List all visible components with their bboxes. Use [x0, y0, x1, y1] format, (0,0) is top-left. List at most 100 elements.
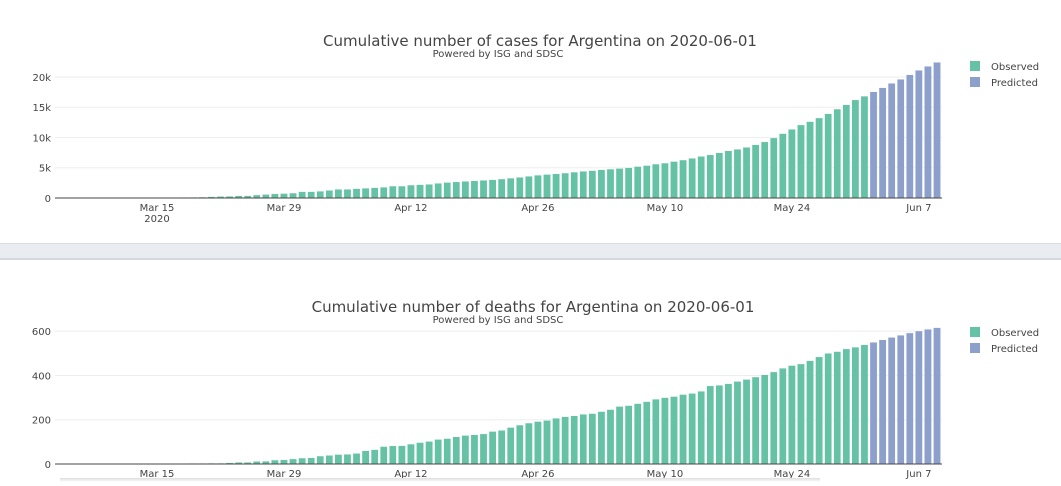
bar-observed [661, 398, 668, 464]
bar-observed [580, 171, 587, 198]
legend-swatch-predicted [970, 343, 980, 353]
bar-observed [353, 189, 360, 198]
bar-observed [453, 182, 460, 198]
bar-observed [471, 435, 478, 464]
legend-label-observed: Observed [991, 62, 1039, 73]
x-tick-label: Apr 12 [394, 203, 427, 214]
chart-title: Cumulative number of cases for Argentina… [323, 32, 757, 50]
bar-observed [525, 176, 532, 198]
bar-predicted [924, 66, 931, 198]
bar-observed [326, 455, 333, 464]
bar-observed [562, 417, 569, 464]
bar-predicted [879, 88, 886, 198]
bar-observed [816, 357, 823, 464]
bar-observed [752, 145, 759, 198]
y-tick-label: 20k [32, 73, 51, 84]
bar-observed [480, 434, 487, 464]
y-tick-label: 400 [32, 371, 51, 382]
bar-observed [308, 458, 315, 464]
bar-observed [580, 414, 587, 464]
bar-observed [299, 192, 306, 198]
bar-predicted [870, 92, 877, 198]
x-tick-label: May 24 [774, 203, 811, 214]
bar-predicted [933, 328, 940, 464]
legend-swatch-predicted [970, 77, 980, 87]
bar-observed [344, 189, 351, 198]
bar-observed [806, 361, 813, 464]
bar-predicted [879, 340, 886, 464]
bar-observed [289, 459, 296, 464]
bar-observed [271, 460, 278, 464]
bar-observed [362, 188, 369, 198]
bar-observed [398, 446, 405, 464]
bar-predicted [888, 83, 895, 198]
x-tick-label: Jun 7 [905, 469, 931, 480]
bar-observed [761, 142, 768, 198]
bar-observed [534, 421, 541, 464]
y-tick-label: 15k [32, 103, 51, 114]
bar-observed [634, 404, 641, 464]
bar-observed [616, 168, 623, 198]
bar-observed [534, 175, 541, 198]
bar-observed [589, 414, 596, 464]
deaths-chart-panel: Cumulative number of deaths for Argentin… [0, 260, 1061, 482]
bar-observed [634, 166, 641, 198]
bar-observed [543, 420, 550, 464]
bar-observed [435, 183, 442, 198]
chart-subtitle: Powered by ISG and SDSC [433, 49, 564, 60]
bar-observed [317, 191, 324, 198]
bar-observed [861, 96, 868, 198]
legend-swatch-observed [970, 61, 980, 71]
y-tick-label: 0 [45, 460, 51, 471]
bar-predicted [915, 70, 922, 198]
bar-observed [589, 171, 596, 198]
chart-title: Cumulative number of deaths for Argentin… [312, 298, 755, 316]
bar-observed [834, 352, 841, 464]
bar-observed [462, 181, 469, 198]
bar-observed [679, 160, 686, 198]
bar-observed [598, 412, 605, 464]
y-tick-label: 10k [32, 133, 51, 144]
bar-observed [552, 418, 559, 464]
bar-observed [834, 109, 841, 198]
bar-predicted [924, 329, 931, 464]
bar-observed [317, 456, 324, 464]
bar-observed [416, 443, 423, 464]
bar-observed [707, 155, 714, 198]
section-divider [0, 243, 1061, 260]
bar-observed [571, 416, 578, 464]
bar-predicted [915, 331, 922, 464]
legend-label-predicted: Predicted [991, 78, 1038, 89]
bar-observed [335, 189, 342, 198]
bar-observed [661, 163, 668, 198]
bar-observed [353, 453, 360, 464]
bar-predicted [933, 62, 940, 198]
bar-observed [335, 454, 342, 464]
bar-observed [761, 375, 768, 464]
bar-observed [643, 402, 650, 464]
bar-observed [816, 118, 823, 198]
bar-predicted [888, 337, 895, 464]
bar-observed [806, 122, 813, 198]
bar-observed [398, 186, 405, 198]
bar-observed [543, 174, 550, 198]
bar-observed [371, 450, 378, 464]
bar-observed [670, 161, 677, 198]
bar-observed [652, 399, 659, 464]
bar-observed [725, 151, 732, 198]
bar-observed [498, 179, 505, 198]
bar-observed [788, 365, 795, 464]
bar-observed [280, 193, 287, 198]
bar-observed [616, 406, 623, 464]
bar-observed [507, 178, 514, 198]
bar-observed [607, 410, 614, 464]
bar-observed [734, 149, 741, 198]
bar-observed [725, 384, 732, 464]
bar-observed [389, 186, 396, 198]
y-tick-label: 600 [32, 327, 51, 338]
bar-observed [670, 396, 677, 464]
bar-observed [607, 169, 614, 198]
bar-observed [698, 156, 705, 198]
cases-chart: Cumulative number of cases for Argentina… [0, 0, 1061, 243]
bar-observed [752, 377, 759, 464]
